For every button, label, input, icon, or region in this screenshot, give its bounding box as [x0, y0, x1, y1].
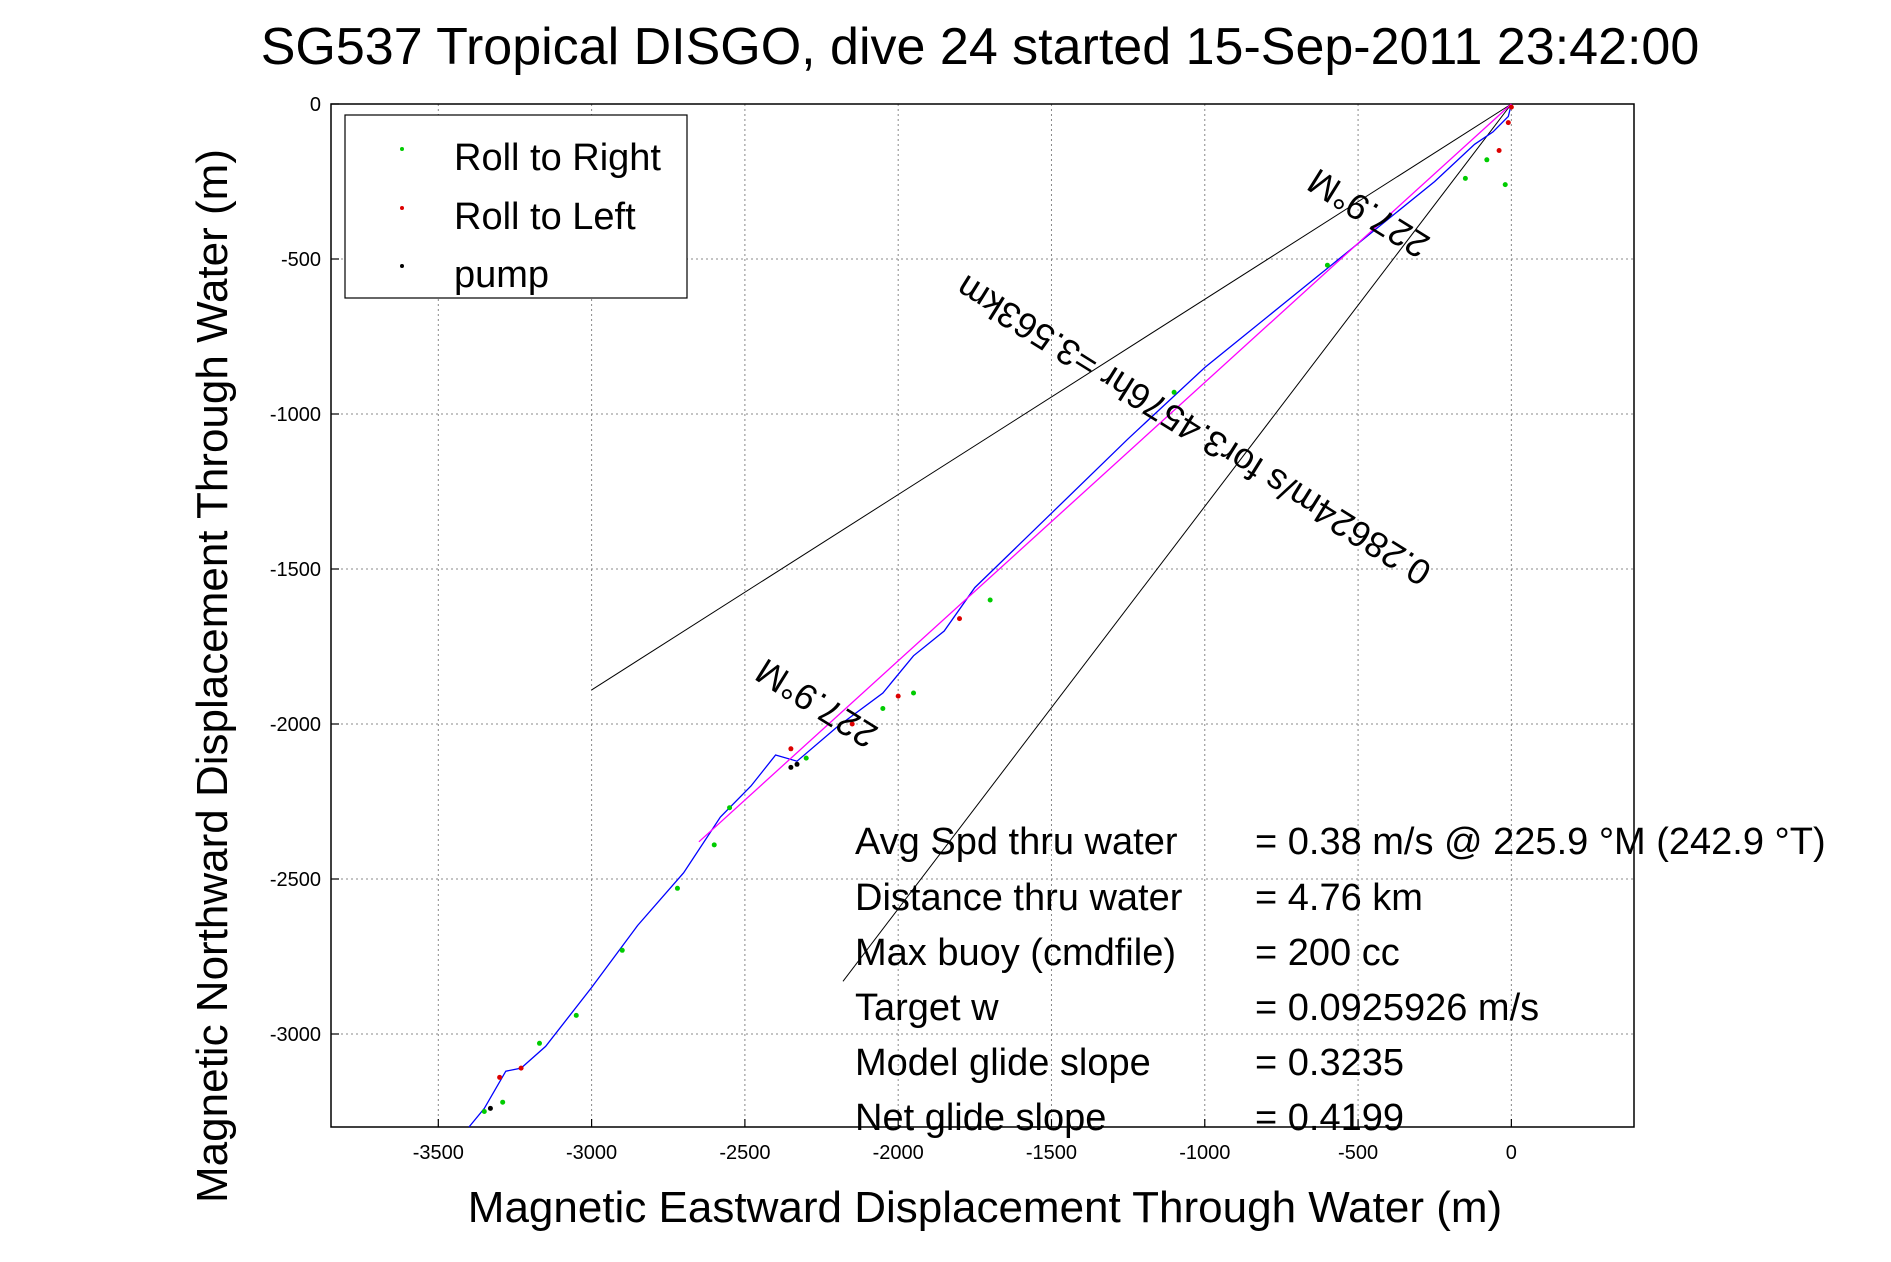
- roll-left-point: [895, 693, 901, 699]
- legend: Roll to Right Roll to Left pump: [344, 114, 688, 299]
- roll-left-point: [1505, 120, 1511, 126]
- legend-item-pump: pump: [400, 254, 549, 296]
- roll-right-point: [1462, 175, 1468, 181]
- y-tick-label: -1500: [270, 559, 321, 581]
- y-tick-label: -2500: [270, 869, 321, 891]
- roll-right-point: [481, 1109, 487, 1114]
- heading-rays: [591, 103, 1512, 982]
- roll-left-point: [1496, 148, 1502, 153]
- heading-ray: [842, 103, 1512, 982]
- axis-ticks: -3500 -3000 -2500 -2000 -1500 -1000 -500 0 0 -500…: [270, 94, 1517, 1164]
- series-line: [698, 103, 1512, 843]
- pump-point: [794, 761, 800, 767]
- stat-value-distance: = 4.76 km: [1255, 877, 1423, 919]
- dive-statistics: Avg Spd thru water = 0.38 m/s @ 225.9 °M…: [855, 821, 1826, 1139]
- roll-right-point: [727, 805, 733, 811]
- stat-label-distance: Distance thru water: [855, 877, 1183, 919]
- x-tick-label: -3500: [413, 1142, 464, 1164]
- roll-right-point: [1484, 157, 1490, 163]
- legend-marker-pump: [400, 264, 404, 268]
- stat-value-target-w: = 0.0925926 m/s: [1255, 987, 1539, 1029]
- stat-label-net-glide: Net glide slope: [855, 1097, 1106, 1139]
- heading-annotations: 227.9°M 0.28624m/s for3.4576hr =3.563km …: [748, 161, 1438, 757]
- legend-item-roll-right: Roll to Right: [400, 137, 661, 179]
- x-tick-label: -1000: [1179, 1142, 1230, 1164]
- legend-item-roll-left: Roll to Left: [400, 196, 636, 238]
- roll-left-point: [957, 616, 963, 622]
- roll-right-point: [803, 755, 809, 761]
- x-tick-label: -500: [1338, 1142, 1378, 1164]
- legend-marker-roll-left: [400, 206, 404, 210]
- series: [468, 103, 1513, 1128]
- stat-label-target-w: Target w: [855, 987, 999, 1029]
- speed-distance-annotation: 0.28624m/s for3.4576hr =3.563km: [949, 267, 1438, 594]
- heading-annotation-bottom: 227.9°M: [748, 651, 884, 757]
- legend-label-roll-left: Roll to Left: [454, 196, 636, 238]
- roll-markers: [481, 104, 1514, 1114]
- series-line: [468, 103, 1513, 1128]
- roll-right-point: [536, 1040, 542, 1046]
- roll-left-point: [518, 1065, 524, 1071]
- stat-value-avg-speed: = 0.38 m/s @ 225.9 °M (242.9 °T): [1255, 821, 1826, 863]
- roll-right-point: [1324, 262, 1330, 268]
- x-tick-label: -2500: [719, 1142, 770, 1164]
- roll-left-point: [849, 721, 855, 727]
- y-tick-label: -2000: [270, 714, 321, 736]
- roll-left-point: [497, 1074, 503, 1080]
- legend-label-roll-right: Roll to Right: [454, 137, 661, 179]
- roll-right-point: [619, 947, 625, 953]
- y-tick-label: -500: [281, 249, 321, 271]
- x-tick-label: -1500: [1026, 1142, 1077, 1164]
- y-tick-label: 0: [310, 94, 321, 116]
- stat-label-avg-speed: Avg Spd thru water: [855, 821, 1178, 863]
- x-tick-label: 0: [1506, 1142, 1517, 1164]
- roll-right-point: [1171, 389, 1177, 395]
- roll-right-point: [674, 885, 680, 891]
- roll-right-point: [987, 597, 993, 603]
- stat-label-max-buoy: Max buoy (cmdfile): [855, 932, 1176, 974]
- stat-value-max-buoy: = 200 cc: [1255, 932, 1400, 974]
- roll-left-point: [1508, 104, 1514, 110]
- x-tick-label: -3000: [566, 1142, 617, 1164]
- y-tick-label: -3000: [270, 1024, 321, 1046]
- pump-point: [788, 764, 794, 770]
- stat-value-model-glide: = 0.3235: [1255, 1042, 1404, 1084]
- roll-right-point: [1502, 182, 1508, 188]
- roll-left-point: [788, 746, 794, 752]
- roll-right-point: [880, 706, 886, 711]
- plot-area: [330, 103, 1635, 1128]
- stat-label-model-glide: Model glide slope: [855, 1042, 1151, 1084]
- x-tick-label: -2000: [873, 1142, 924, 1164]
- pump-point: [487, 1105, 493, 1111]
- legend-marker-roll-right: [400, 147, 404, 151]
- roll-right-point: [500, 1099, 506, 1105]
- y-axis-title: Magnetic Northward Displacement Through …: [188, 149, 237, 1203]
- legend-label-pump: pump: [454, 254, 549, 296]
- heading-annotation-top: 227.9°M: [1300, 161, 1436, 267]
- heading-ray: [591, 103, 1512, 691]
- roll-right-point: [711, 842, 717, 848]
- chart-title: SG537 Tropical DISGO, dive 24 started 15…: [261, 18, 1700, 76]
- y-tick-label: -1000: [270, 404, 321, 426]
- stat-value-net-glide: = 0.4199: [1255, 1097, 1404, 1139]
- roll-right-point: [573, 1012, 579, 1018]
- roll-right-point: [911, 690, 917, 696]
- x-axis-title: Magnetic Eastward Displacement Through W…: [468, 1183, 1502, 1232]
